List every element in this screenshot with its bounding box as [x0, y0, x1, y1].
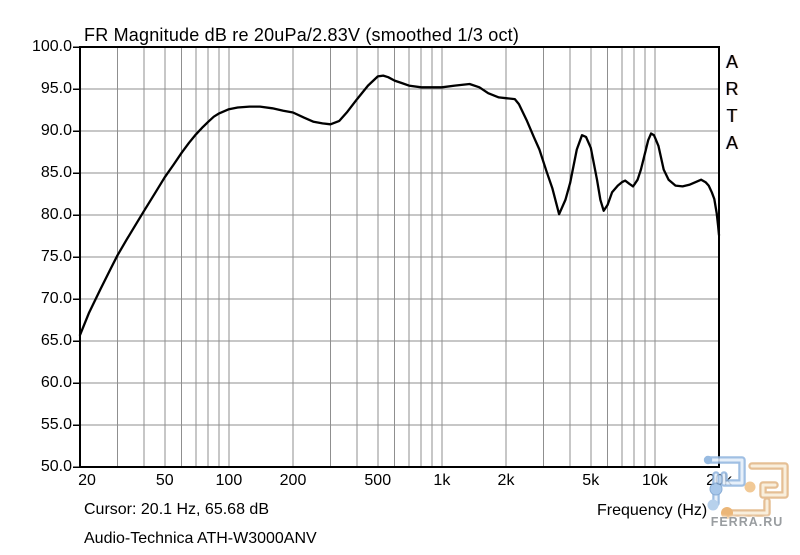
ferra-brand-text: FERRA.RU — [710, 515, 784, 529]
ferra-logo-icon — [703, 455, 789, 519]
grid-lines — [80, 47, 719, 467]
chart-title: FR Magnitude dB re 20uPa/2.83V (smoothed… — [84, 25, 520, 45]
y-axis-ticks — [73, 46, 80, 468]
cursor-readout: Cursor: 20.1 Hz, 65.68 dB — [84, 501, 269, 518]
arta-side-label: A R T A — [725, 52, 739, 153]
ferra-watermark: FERRA.RU — [697, 453, 797, 535]
response-curve — [78, 74, 721, 337]
device-label: Audio-Technica ATH-W3000ANV — [84, 530, 317, 547]
x-axis-title: Frequency (Hz) — [597, 502, 708, 519]
